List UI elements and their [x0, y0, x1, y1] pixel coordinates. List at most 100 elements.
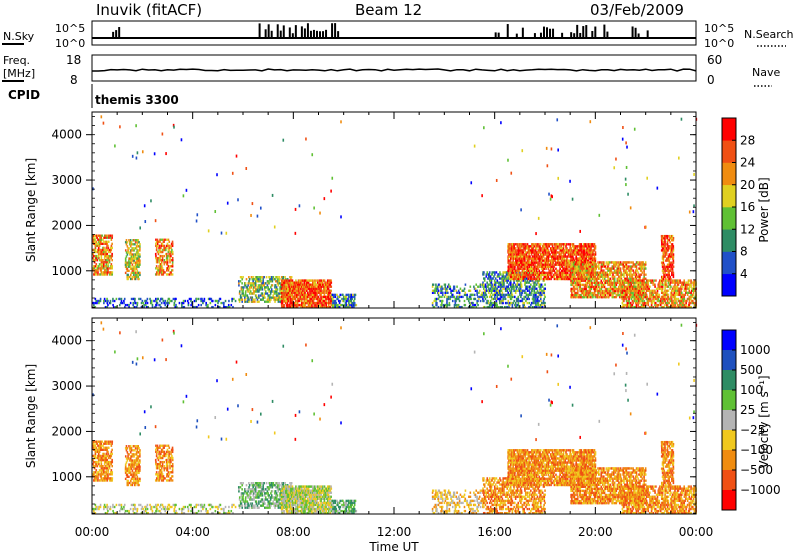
range-cell	[628, 267, 631, 270]
range-cell	[164, 271, 166, 274]
range-cell	[551, 249, 553, 252]
range-cell	[103, 261, 106, 264]
range-cell	[498, 285, 500, 288]
range-cell	[308, 293, 311, 297]
range-cell	[174, 297, 176, 301]
range-cell	[546, 243, 549, 246]
range-cell	[260, 298, 263, 301]
range-cell	[604, 279, 607, 282]
range-cell	[560, 273, 563, 277]
range-cell	[504, 301, 507, 305]
range-cell	[106, 299, 108, 303]
range-cell	[518, 243, 520, 246]
range-cell	[537, 277, 540, 281]
range-cell	[446, 289, 448, 292]
range-cell	[529, 263, 531, 266]
range-cell	[165, 248, 167, 252]
range-cell	[585, 295, 587, 299]
range-cell	[571, 275, 573, 278]
range-cell	[182, 301, 185, 305]
range-cell	[516, 303, 519, 307]
range-cell	[103, 248, 105, 252]
range-cell	[477, 303, 479, 307]
range-cell	[604, 293, 607, 297]
range-cell	[513, 269, 515, 273]
range-cell	[525, 291, 527, 295]
range-cell	[613, 279, 616, 282]
range-cell	[92, 259, 95, 262]
range-cell	[582, 247, 585, 250]
range-cell	[472, 301, 474, 305]
range-cell	[263, 294, 265, 297]
range-cell	[526, 289, 529, 292]
range-cell	[247, 296, 249, 299]
range-cell	[603, 269, 605, 272]
nsky-bar	[312, 29, 315, 38]
range-cell	[244, 284, 247, 287]
range-cell	[323, 293, 326, 297]
range-cell	[511, 305, 514, 309]
range-cell	[556, 255, 559, 258]
range-cell	[524, 305, 526, 309]
range-cell	[602, 283, 604, 287]
range-cell	[514, 265, 516, 268]
range-cell	[529, 257, 531, 260]
range-cell	[535, 291, 538, 295]
range-cell	[580, 273, 583, 276]
range-cell	[168, 301, 171, 305]
range-cell	[561, 269, 564, 273]
range-cell	[203, 299, 206, 303]
range-cell	[347, 297, 349, 301]
range-cell	[99, 236, 102, 239]
range-cell	[514, 289, 517, 292]
range-cell	[184, 299, 187, 303]
range-cell	[295, 291, 298, 295]
range-cell	[481, 291, 483, 295]
range-cell	[556, 277, 559, 281]
range-cell	[540, 261, 543, 264]
range-cell	[298, 283, 301, 286]
range-cell	[613, 267, 615, 270]
range-cell	[434, 289, 437, 292]
range-cell	[542, 273, 545, 277]
range-cell	[501, 291, 504, 295]
range-cell	[159, 254, 162, 258]
range-cell	[314, 281, 317, 284]
range-cell	[607, 261, 610, 264]
range-cell	[572, 267, 575, 270]
range-cell	[135, 259, 138, 262]
range-cell	[192, 305, 195, 309]
range-cell	[618, 275, 620, 278]
range-cell	[562, 255, 565, 258]
range-cell	[549, 253, 551, 256]
range-cell	[534, 287, 536, 290]
range-cell	[535, 283, 538, 286]
range-cell	[577, 271, 580, 274]
range-cell	[351, 297, 353, 301]
range-cell	[94, 246, 97, 250]
range-cell	[534, 261, 536, 264]
range-cell	[572, 271, 574, 275]
range-cell	[484, 291, 487, 295]
range-cell	[530, 273, 533, 277]
range-cell	[541, 291, 544, 295]
range-cell	[280, 300, 282, 303]
range-cell	[306, 301, 309, 305]
range-cell	[600, 285, 603, 289]
range-cell	[504, 277, 506, 280]
range-cell	[587, 249, 590, 252]
range-cell	[528, 301, 531, 305]
range-cell	[293, 283, 295, 286]
range-cell	[137, 257, 139, 260]
range-cell	[493, 275, 495, 278]
range-cell	[94, 271, 97, 274]
range-cell	[121, 301, 124, 305]
range-cell	[585, 277, 587, 280]
range-cell	[619, 273, 622, 276]
range-cell	[550, 261, 553, 264]
range-cell	[294, 289, 296, 292]
range-cell	[609, 269, 612, 272]
range-cell	[282, 291, 285, 295]
range-cell	[350, 299, 353, 303]
range-cell	[444, 283, 447, 286]
